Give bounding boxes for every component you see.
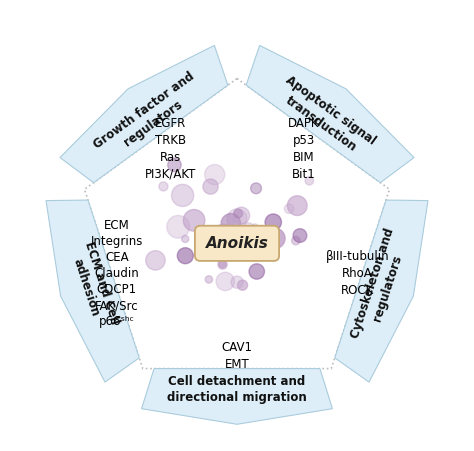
Text: Apoptotic signal
transduction: Apoptotic signal transduction (273, 74, 378, 161)
Circle shape (231, 276, 243, 288)
Circle shape (167, 216, 190, 238)
Circle shape (233, 207, 250, 224)
Circle shape (205, 165, 225, 184)
Text: CAV1
EMT: CAV1 EMT (221, 341, 253, 371)
Polygon shape (246, 46, 414, 183)
Circle shape (182, 235, 189, 243)
Text: βIII-tubulin
RhoA
ROCK: βIII-tubulin RhoA ROCK (326, 250, 389, 297)
Text: EGFR
TRKB
Ras
PI3K/AKT: EGFR TRKB Ras PI3K/AKT (145, 117, 196, 181)
Circle shape (183, 210, 205, 231)
Polygon shape (46, 200, 139, 382)
Circle shape (292, 236, 300, 245)
Circle shape (249, 264, 264, 279)
Circle shape (264, 228, 285, 249)
Circle shape (234, 209, 243, 218)
Circle shape (249, 236, 268, 254)
Circle shape (211, 226, 229, 244)
Circle shape (221, 227, 236, 241)
Circle shape (168, 158, 181, 172)
Circle shape (216, 272, 235, 290)
Circle shape (227, 209, 247, 229)
Circle shape (221, 216, 234, 229)
Circle shape (177, 248, 193, 264)
Circle shape (305, 176, 313, 185)
Circle shape (237, 280, 247, 290)
Circle shape (237, 223, 257, 243)
Polygon shape (142, 368, 332, 424)
Circle shape (215, 224, 232, 242)
FancyBboxPatch shape (195, 226, 279, 261)
Circle shape (252, 224, 258, 230)
Text: Cytoskeleton and
regulators: Cytoskeleton and regulators (348, 226, 412, 345)
Circle shape (203, 179, 218, 194)
Text: ECM
Integrins
CEA
Claudin
CDCP1
FAK/Src
p66ˢʰᶜ: ECM Integrins CEA Claudin CDCP1 FAK/Src … (91, 219, 143, 328)
Circle shape (287, 196, 307, 216)
Circle shape (293, 229, 307, 242)
Text: Growth factor and
regulators: Growth factor and regulators (91, 69, 206, 165)
Circle shape (265, 214, 282, 230)
Circle shape (159, 182, 168, 191)
Circle shape (265, 228, 285, 248)
Circle shape (243, 243, 260, 260)
Circle shape (251, 183, 262, 194)
Circle shape (205, 276, 213, 283)
Circle shape (230, 236, 240, 246)
Text: DAPK
p53
BIM
Bit1: DAPK p53 BIM Bit1 (288, 117, 319, 181)
Circle shape (221, 213, 240, 233)
Circle shape (218, 260, 227, 269)
Circle shape (172, 184, 194, 207)
Circle shape (203, 226, 224, 247)
Circle shape (284, 204, 294, 213)
Text: ECM and Cell
adhesion: ECM and Cell adhesion (67, 240, 121, 331)
Text: Cell detachment and
directional migration: Cell detachment and directional migratio… (167, 375, 307, 404)
Circle shape (146, 251, 165, 270)
Circle shape (219, 261, 226, 267)
Polygon shape (60, 46, 228, 183)
Text: Anoikis: Anoikis (206, 236, 268, 251)
Polygon shape (335, 200, 428, 382)
